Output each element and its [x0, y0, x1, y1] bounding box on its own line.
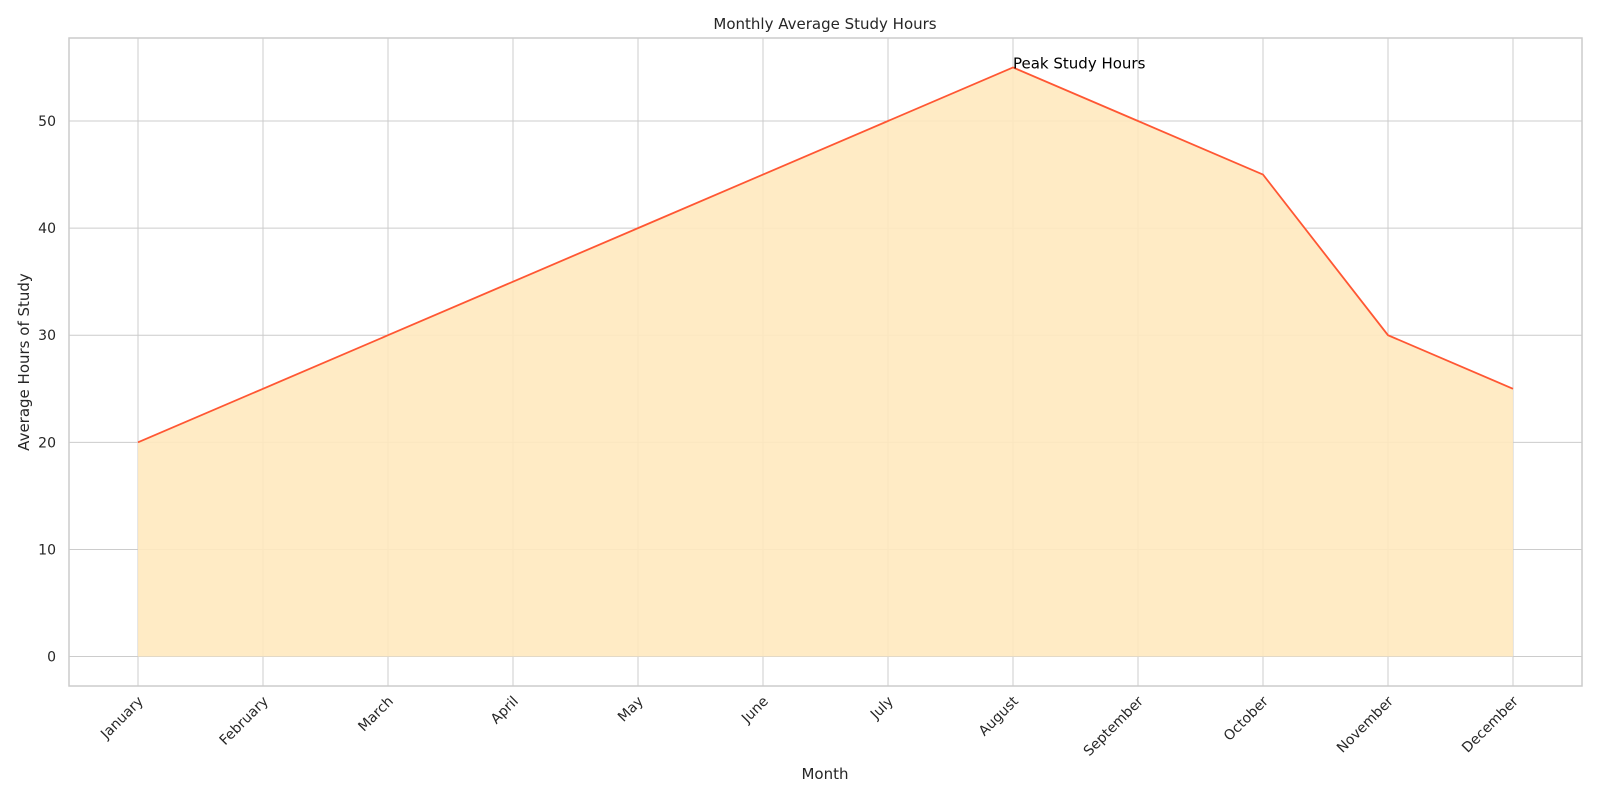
y-tick-label: 20 — [38, 435, 56, 451]
x-tick-label: January — [97, 694, 147, 744]
x-tick-label: February — [217, 694, 272, 749]
x-tick-label: April — [488, 694, 522, 728]
y-axis-title: Average Hours of Study — [15, 273, 33, 451]
x-tick-label: December — [1459, 693, 1522, 756]
x-tick-label: July — [867, 694, 897, 724]
x-tick-label: August — [976, 693, 1022, 739]
x-tick-label: October — [1221, 693, 1272, 744]
peak-annotation: Peak Study Hours — [1013, 54, 1146, 72]
x-tick-label: June — [738, 694, 772, 728]
x-tick-label: May — [615, 694, 647, 726]
x-axis-title: Month — [801, 765, 848, 783]
x-tick-label: November — [1334, 693, 1397, 756]
chart-title: Monthly Average Study Hours — [713, 15, 936, 33]
y-tick-labels: 0 10 20 30 40 50 — [38, 114, 56, 666]
y-tick-label: 40 — [38, 221, 56, 237]
series-line — [137, 66, 1514, 444]
y-tick-label: 50 — [38, 114, 56, 130]
plot-frame — [68, 37, 1583, 687]
area-fill — [138, 67, 1513, 657]
y-tick-label: 30 — [38, 328, 56, 344]
y-tick-label: 10 — [38, 542, 56, 558]
x-tick-label: March — [355, 694, 396, 735]
y-tick-label: 0 — [47, 650, 56, 666]
x-tick-label: September — [1081, 693, 1147, 759]
x-tick-labels: January February March April May June July Augu… — [97, 693, 1522, 759]
